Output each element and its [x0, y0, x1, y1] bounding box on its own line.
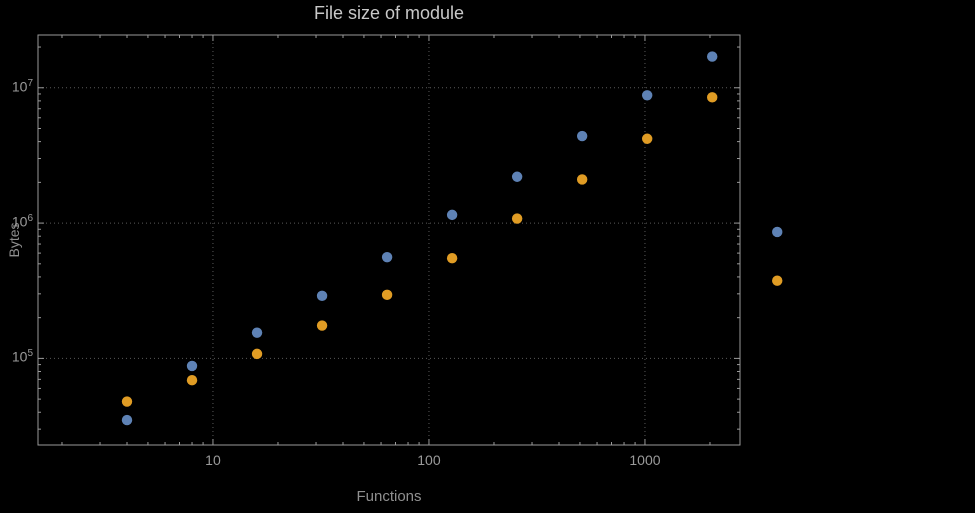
y-tick-label: 107 [11, 77, 33, 95]
data-point-series-1-blue [772, 226, 783, 238]
x-axis-label: Functions [356, 488, 422, 505]
data-point-series-2-orange [186, 375, 198, 386]
data-point-series-2-orange [511, 213, 523, 224]
data-point-series-2-orange [641, 133, 653, 144]
data-point-series-2-orange [381, 289, 393, 301]
data-point-series-1-blue [511, 171, 523, 182]
data-point-series-2-orange [316, 320, 328, 331]
data-point-series-1-blue [251, 327, 263, 338]
data-point-series-2-orange [121, 396, 133, 407]
data-point-series-1-blue [446, 209, 458, 221]
y-tick-label: 106 [11, 213, 33, 230]
data-point-series-2-orange [576, 174, 588, 185]
data-point-series-1-blue [121, 414, 133, 426]
x-tick-label: 1000 [629, 452, 661, 468]
data-point-series-1-blue [186, 360, 198, 372]
data-point-series-1-blue [381, 251, 393, 263]
data-point-series-1-blue [641, 90, 653, 101]
chart-title: File size of module [313, 3, 465, 23]
data-point-series-1-blue [316, 290, 328, 302]
x-tick-label: 100 [417, 452, 441, 468]
data-point-series-1-blue [707, 51, 718, 62]
data-point-series-2-orange [707, 92, 718, 103]
data-point-series-2-orange [446, 253, 458, 264]
data-point-series-2-orange [251, 348, 263, 360]
data-point-series-1-blue [576, 130, 588, 142]
data-point-series-2-orange [772, 275, 783, 286]
y-tick-label: 105 [11, 348, 33, 366]
plot-frame [37, 34, 741, 446]
x-tick-label: 10 [205, 452, 221, 468]
